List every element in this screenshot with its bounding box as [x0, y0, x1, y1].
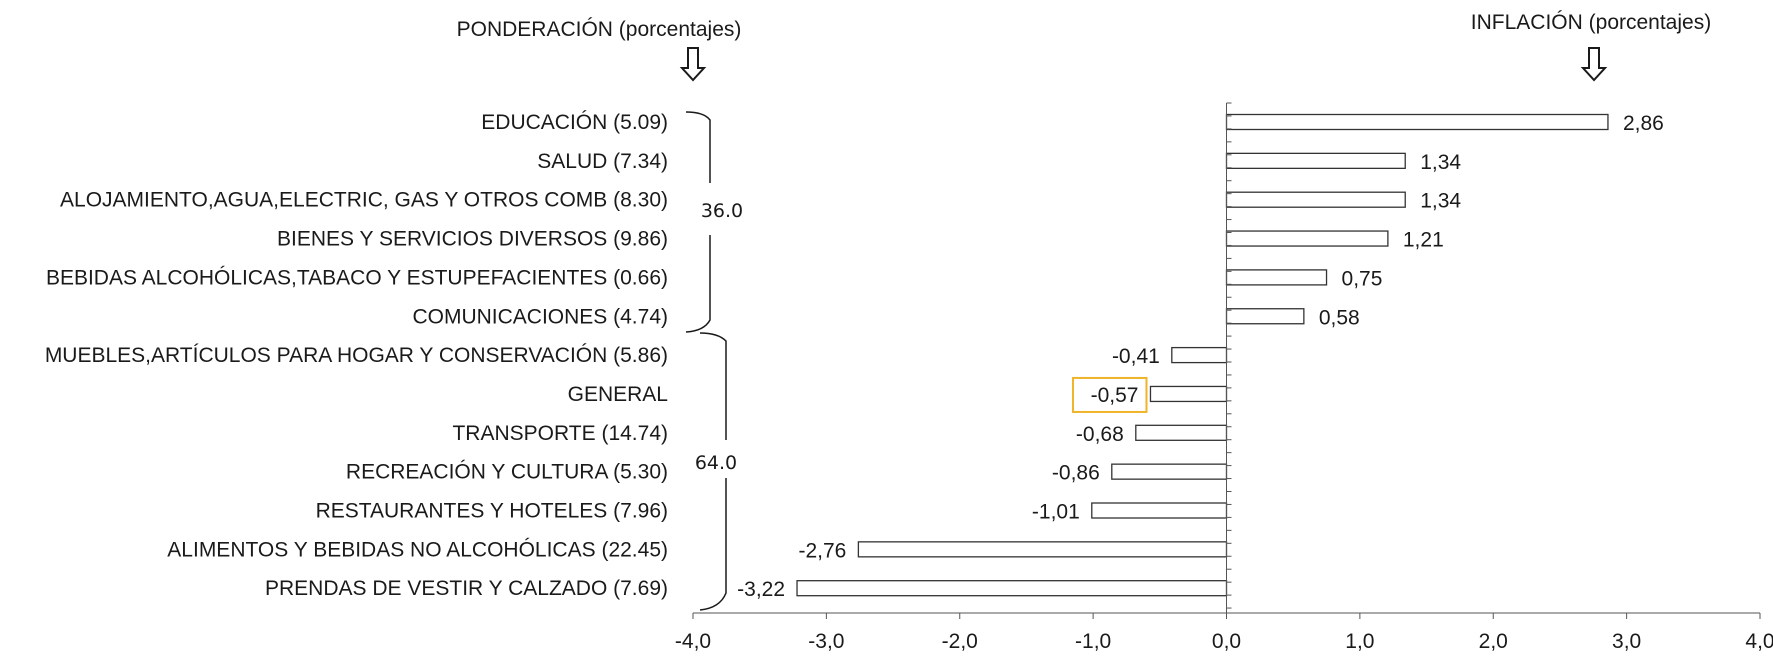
- group-label-lower: 64.0: [695, 452, 737, 474]
- x-tick-label: 0,0: [1212, 630, 1241, 653]
- group-brace-upper: [685, 111, 711, 333]
- category-label: ALIMENTOS Y BEBIDAS NO ALCOHÓLICAS (22.4…: [167, 538, 668, 561]
- x-tick-label: -2,0: [942, 630, 978, 653]
- category-label: TRANSPORTE (14.74): [452, 422, 668, 445]
- bar: [1111, 463, 1228, 480]
- bar: [796, 580, 1228, 597]
- bars: [796, 113, 1609, 597]
- value-label: 1,21: [1403, 229, 1444, 252]
- category-labels: EDUCACIÓN (5.09) SALUD (7.34) ALOJAMIENTO,…: [45, 111, 668, 600]
- x-tick-label: 2,0: [1479, 630, 1508, 653]
- bar: [1225, 269, 1328, 286]
- x-tick-label: -3,0: [808, 630, 844, 653]
- value-label: 0,75: [1342, 267, 1383, 290]
- value-label: 0,58: [1319, 306, 1360, 329]
- value-label: -0,41: [1112, 345, 1160, 368]
- inflation-arrow-icon: [1580, 47, 1608, 82]
- category-label: GENERAL: [568, 383, 668, 406]
- bar: [1225, 152, 1406, 170]
- inflation-header: INFLACIÓN (porcentajes): [1471, 11, 1711, 34]
- category-label: RESTAURANTES Y HOTELES (7.96): [316, 500, 668, 523]
- category-label: EDUCACIÓN (5.09): [481, 111, 668, 134]
- bar: [1225, 308, 1305, 325]
- bar: [1149, 385, 1228, 403]
- weighting-arrow-icon: [679, 47, 707, 82]
- x-tick-label: 4,0: [1745, 630, 1773, 653]
- weighting-header: PONDERACIÓN (porcentajes): [457, 18, 742, 41]
- category-label: RECREACIÓN Y CULTURA (5.30): [346, 461, 668, 484]
- value-label: 1,34: [1420, 151, 1461, 174]
- group-label-upper: 36.0: [701, 200, 743, 222]
- category-label: PRENDAS DE VESTIR Y CALZADO (7.69): [265, 577, 668, 600]
- bar: [1091, 502, 1228, 519]
- x-tick-label: 1,0: [1345, 630, 1374, 653]
- bar: [1225, 113, 1609, 131]
- category-label: ALOJAMIENTO,AGUA,ELECTRIC, GAS Y OTROS C…: [60, 189, 668, 212]
- value-label: -0,86: [1052, 462, 1100, 485]
- category-label: MUEBLES,ARTÍCULOS PARA HOGAR Y CONSERVAC…: [45, 344, 668, 367]
- category-label: BIENES Y SERVICIOS DIVERSOS (9.86): [277, 228, 668, 251]
- value-label: -1,01: [1032, 501, 1080, 524]
- value-label: 1,34: [1420, 190, 1461, 213]
- bar: [857, 541, 1228, 558]
- x-tick-label: 3,0: [1612, 630, 1641, 653]
- highlight-box: [1071, 376, 1148, 413]
- category-label: COMUNICACIONES (4.74): [412, 305, 668, 328]
- value-label: -0,57: [1091, 384, 1139, 407]
- x-tick-label: -4,0: [675, 630, 711, 653]
- value-label: -0,68: [1076, 423, 1124, 446]
- value-label: -3,22: [737, 578, 785, 601]
- x-tick-label: -1,0: [1075, 630, 1111, 653]
- bar: [1225, 191, 1406, 208]
- category-label: SALUD (7.34): [537, 150, 668, 173]
- axes: -4,0 -3,0 -2,0 -1,0 0,0 1,0 2,0 3,0 4,0: [675, 102, 1773, 653]
- bar: [1225, 230, 1389, 247]
- value-labels: 2,86 1,34 1,34 1,21 0,75 0,58 -0,41 -0,57 -0,68 -…: [737, 112, 1664, 601]
- group-brace-lower: [699, 332, 727, 611]
- bar: [1135, 424, 1228, 441]
- bar: [1171, 346, 1228, 364]
- category-label: BEBIDAS ALCOHÓLICAS,TABACO Y ESTUPEFACIE…: [46, 266, 668, 289]
- value-label: -2,76: [799, 539, 847, 562]
- value-label: 2,86: [1623, 112, 1664, 135]
